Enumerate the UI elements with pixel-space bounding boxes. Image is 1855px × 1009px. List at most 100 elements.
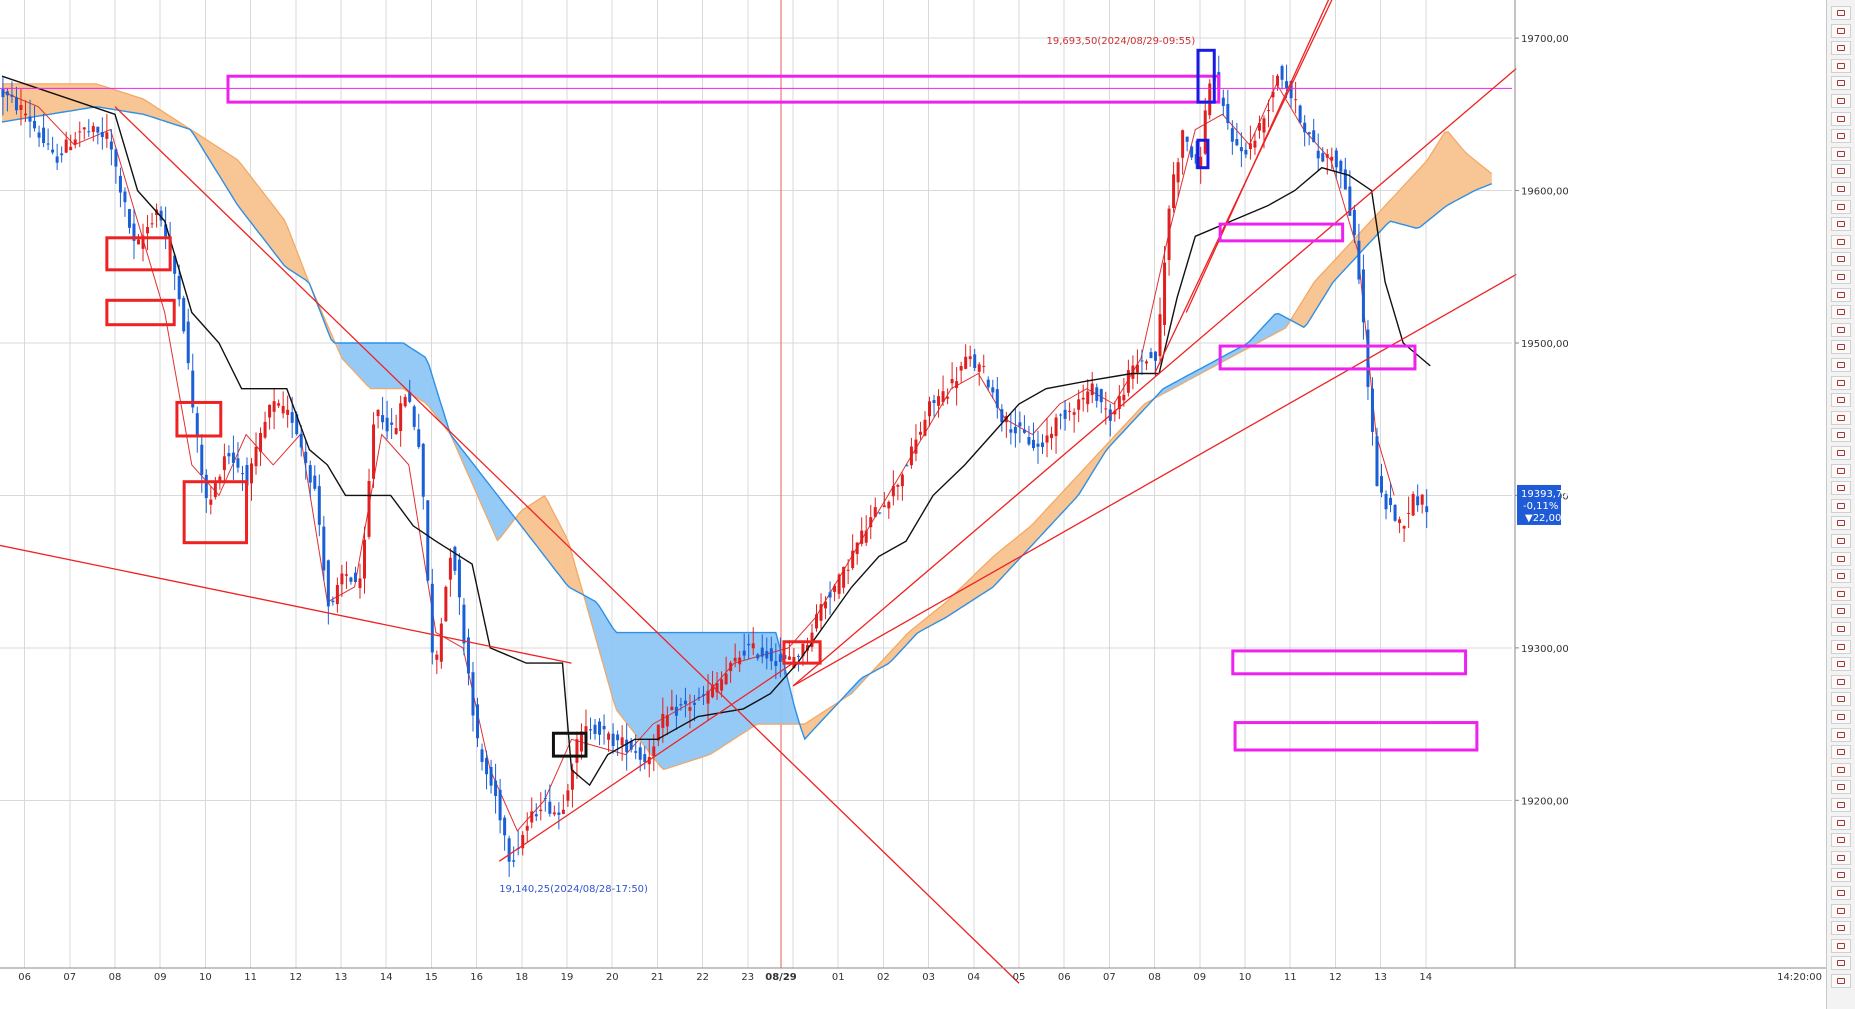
toolbar-tool-button[interactable] [1831,111,1851,126]
annotation-box [1233,721,1479,752]
toolbar-tool-button[interactable] [1831,586,1851,601]
cloud-bearish [840,670,874,701]
toolbar-tool-button[interactable] [1831,164,1851,179]
toolbar-tool-button[interactable] [1831,534,1851,548]
toolbar-tool-button[interactable] [1831,798,1851,812]
candle-body [317,486,321,525]
toolbar-tool-button[interactable] [1831,868,1851,883]
toolbar-tool-button[interactable] [1831,393,1851,408]
toolbar-tool-button[interactable] [1831,234,1851,249]
toolbar-tool-button[interactable] [1831,903,1851,918]
candle-body [977,364,981,372]
toolbar-tool-button[interactable] [1831,762,1851,777]
toolbar-tool-button[interactable] [1831,622,1851,636]
tool-icon [1837,133,1845,140]
toolbar-tool-button[interactable] [1831,76,1851,91]
toolbar-tool-button[interactable] [1831,481,1851,496]
annotation-box [1218,344,1417,371]
candle-body [426,500,430,581]
toolbar-tool-button[interactable] [1831,886,1851,900]
x-tick-label: 06 [18,972,31,983]
tool-icon [1837,608,1845,615]
candle-body [1009,429,1013,433]
toolbar-tool-button[interactable] [1831,94,1851,108]
toolbar-tool-button[interactable] [1831,446,1851,460]
candle-body [557,812,561,815]
candle-body [127,209,131,228]
candle-body [141,235,145,249]
toolbar-tool-button[interactable] [1831,833,1851,848]
toolbar-tool-button[interactable] [1831,710,1851,724]
candle-body [796,655,800,657]
toolbar-tool-button[interactable] [1831,692,1851,707]
candle-body [24,113,28,116]
toolbar-tool-button[interactable] [1831,252,1851,267]
candle-body [1144,361,1148,364]
toolbar-tool-button[interactable] [1831,956,1851,971]
toolbar-tool-button[interactable] [1831,516,1851,531]
candle-body [833,585,837,592]
toolbar-tool-button[interactable] [1831,938,1851,953]
x-tick-label: 20 [606,972,619,983]
candle-body [656,724,660,741]
candle-body [507,838,511,862]
toolbar-tool-button[interactable] [1831,58,1851,73]
toolbar-tool-button[interactable] [1831,6,1851,20]
toolbar-tool-button[interactable] [1831,146,1851,161]
toolbar-tool-button[interactable] [1831,921,1851,936]
candle-body [869,517,873,528]
toolbar-tool-button[interactable] [1831,727,1851,742]
toolbar-tool-button[interactable] [1831,463,1851,478]
toolbar-tool-button[interactable] [1831,305,1851,320]
toolbar-tool-button[interactable] [1831,569,1851,584]
grid [0,0,1512,968]
candle-body [313,475,317,489]
candle-body [950,378,954,384]
candle-body [182,297,186,332]
toolbar-tool-button[interactable] [1831,498,1851,513]
toolbar-tool-button[interactable] [1831,974,1851,988]
candle-body [1190,146,1194,158]
candle-body [864,530,868,543]
trend-line [1185,0,1330,313]
toolbar-tool-button[interactable] [1831,745,1851,760]
candle-body [643,754,647,762]
toolbar-tool-button[interactable] [1831,815,1851,830]
toolbar-tool-button[interactable] [1831,199,1851,214]
toolbar-tool-button[interactable] [1831,850,1851,865]
candle-body [1294,99,1298,101]
toolbar-tool-button[interactable] [1831,780,1851,795]
tool-icon [1837,678,1845,685]
toolbar-tool-button[interactable] [1831,322,1851,337]
toolbar-tool-button[interactable] [1831,410,1851,425]
toolbar-tool-button[interactable] [1831,428,1851,443]
toolbar-tool-button[interactable] [1831,604,1851,619]
toolbar-tool-button[interactable] [1831,551,1851,566]
toolbar-tool-button[interactable] [1831,287,1851,302]
toolbar-tool-button[interactable] [1831,340,1851,355]
candle-body [268,404,272,418]
toolbar-tool-button[interactable] [1831,639,1851,654]
candle-body [611,733,615,747]
toolbar-tool-button[interactable] [1831,674,1851,689]
toolbar-tool-button[interactable] [1831,23,1851,38]
toolbar-tool-button[interactable] [1831,358,1851,372]
candle-body [105,132,109,139]
candle-body [177,275,181,300]
candle-body [245,465,249,486]
annotation-box [226,74,1221,104]
toolbar-tool-button[interactable] [1831,182,1851,196]
tool-icon [1837,714,1845,720]
tool-icon [1837,784,1845,791]
toolbar-tool-button[interactable] [1831,270,1851,284]
toolbar-tool-button[interactable] [1831,129,1851,144]
toolbar-tool-button[interactable] [1831,41,1851,56]
toolbar-tool-button[interactable] [1831,217,1851,232]
tool-icon [1837,872,1845,879]
x-tick-label: 07 [1103,972,1116,983]
price-annotations: 19,693,50(2024/08/29-09:55) 19,140,25(202… [499,36,1195,895]
toolbar-tool-button[interactable] [1831,375,1851,390]
toolbar-tool-button[interactable] [1831,657,1851,672]
candle-body [575,739,579,763]
